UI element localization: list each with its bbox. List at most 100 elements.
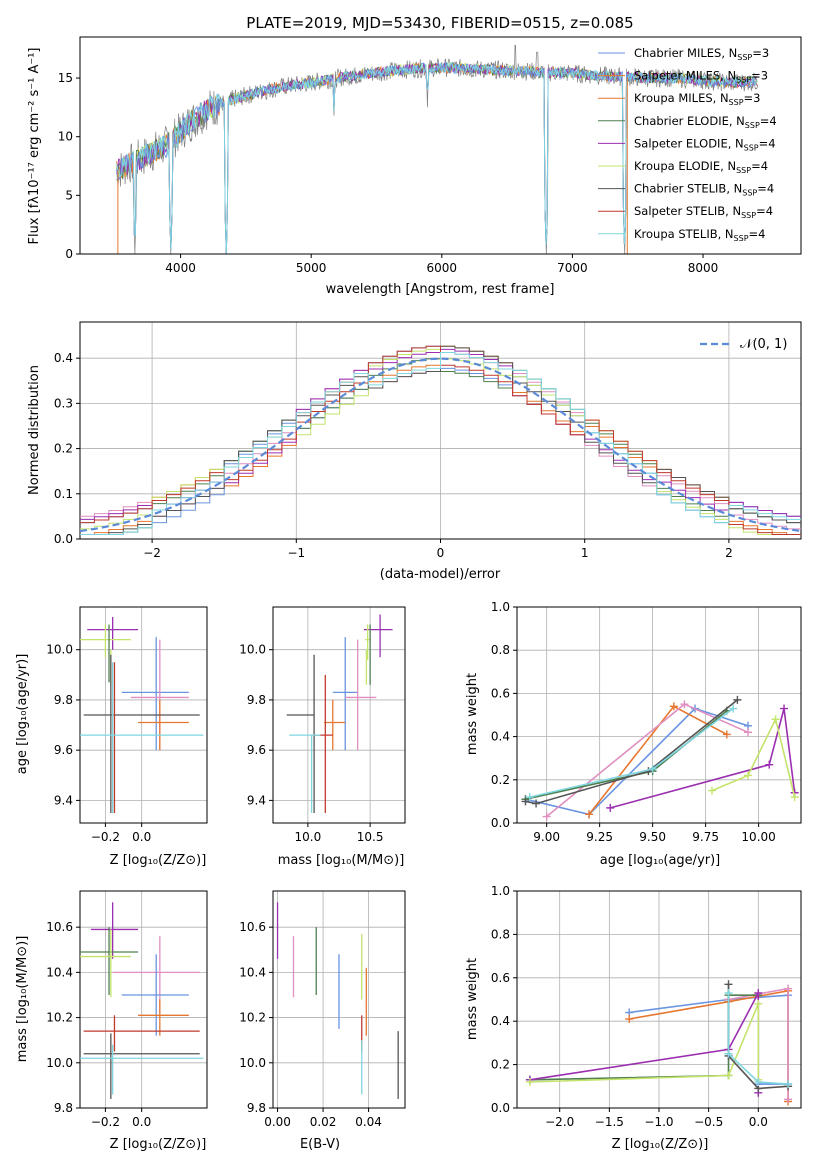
y-tick-label: 15 [58, 71, 73, 85]
massweight-vs-z-xlabel: Z [log₁₀(Z/Z⊙)] [612, 1137, 709, 1152]
x-tick-label: 10.00 [741, 830, 775, 844]
y-tick-label: 1.0 [491, 884, 510, 898]
legend-entry-label: Kroupa STELIB, NSSP=4 [634, 227, 765, 243]
y-tick-label: 0.4 [491, 1014, 510, 1028]
x-tick-label: 5000 [296, 261, 327, 275]
y-tick-label: 0.0 [491, 1101, 510, 1115]
x-tick-label: 10.0 [295, 830, 322, 844]
legend-subscript: SSP [742, 189, 757, 198]
y-tick-label: 0.4 [491, 730, 510, 744]
series-line [529, 994, 759, 1081]
spectrum-panel: wavelength [Angstrom, rest frame] Flux [… [27, 36, 802, 297]
y-tick-label: 9.8 [247, 693, 266, 707]
y-tick-label: 10.0 [46, 1056, 73, 1070]
plot-frame [272, 606, 406, 824]
age-vs-z-ylabel: age [log₁₀(age/yr)] [15, 654, 30, 775]
age-vs-mass-xlabel: mass [log₁₀(M/M⊙)] [278, 853, 405, 868]
legend-entry-label: Salpeter STELIB, NSSP=4 [634, 204, 773, 220]
errorbar-group [276, 902, 399, 1099]
spectrum-lines [116, 44, 759, 254]
y-tick-label: 0.2 [491, 1058, 510, 1072]
x-tick-label: 9.25 [586, 830, 613, 844]
series-marker [707, 786, 716, 795]
y-tick-label: 9.6 [247, 743, 266, 757]
y-tick-label: 10.6 [46, 920, 73, 934]
series-line [525, 707, 749, 816]
y-tick-label: 0.8 [491, 643, 510, 657]
legend-suffix: =4 [760, 114, 777, 128]
series-marker [771, 715, 780, 724]
x-tick-label: −1.5 [595, 1115, 624, 1129]
normal-curve [79, 357, 802, 533]
legend-suffix: =3 [752, 46, 769, 60]
y-tick-label: 0.2 [491, 773, 510, 787]
errorbar-group [80, 902, 204, 1099]
x-tick-label: −0.5 [694, 1115, 723, 1129]
age-vs-z-panel: Z [log₁₀(Z/Z⊙)] age [log₁₀(age/yr)] −0.2… [15, 606, 208, 868]
residuals-ylabel: Normed distribution [27, 365, 42, 495]
y-tick-label: 0.4 [54, 351, 73, 365]
legend-entry-label: Chabrier STELIB, NSSP=4 [634, 182, 774, 198]
series-marker [521, 797, 530, 806]
series-marker [669, 702, 678, 711]
plot-frame [272, 890, 406, 1109]
series-marker [585, 810, 594, 819]
series-line [525, 710, 728, 800]
legend-subscript: SSP [745, 121, 760, 130]
legend-subscript: SSP [744, 143, 759, 152]
legend-entry-label: Chabrier ELODIE, NSSP=4 [634, 114, 777, 130]
x-tick-label: −2 [143, 546, 161, 560]
series-line [588, 705, 728, 815]
y-tick-label: 0.0 [54, 532, 73, 546]
y-tick-label: 0.0 [491, 816, 510, 830]
y-tick-label: 9.4 [247, 793, 266, 807]
y-tick-label: 10.6 [239, 920, 266, 934]
y-tick-label: 1.0 [491, 600, 510, 614]
x-tick-label: 2 [725, 546, 733, 560]
x-tick-label: 9.00 [533, 830, 560, 844]
series-marker [625, 1015, 634, 1024]
y-tick-label: 9.8 [54, 1101, 73, 1115]
series-marker [733, 695, 742, 704]
y-tick-label: 5 [65, 188, 73, 202]
y-tick-label: 10.2 [239, 1011, 266, 1025]
x-tick-label: 0.0 [749, 1115, 768, 1129]
series-marker [744, 771, 753, 780]
residuals-legend-label: 𝒩(0, 1) [740, 337, 787, 352]
y-tick-label: 0.1 [54, 487, 73, 501]
legend-suffix: =3 [744, 91, 761, 105]
series-marker [525, 793, 534, 802]
series-marker [765, 760, 774, 769]
series-marker [784, 1080, 793, 1089]
spectrum-xlabel: wavelength [Angstrom, rest frame] [326, 282, 555, 297]
series-group [525, 980, 793, 1106]
series-marker [754, 1077, 763, 1086]
legend-subscript: SSP [729, 98, 744, 107]
series-line [610, 708, 796, 809]
series-marker [754, 999, 763, 1008]
y-tick-label: 0.8 [491, 927, 510, 941]
legend-suffix: =4 [757, 182, 774, 196]
series-line [525, 699, 738, 805]
age-vs-z-xlabel: Z [log₁₀(Z/Z⊙)] [110, 853, 207, 868]
spectrum-ylabel: Flux [fλ10⁻¹⁷ erg cm⁻² s⁻¹ A⁻¹] [27, 48, 42, 245]
y-tick-label: 10.0 [46, 643, 73, 657]
series-marker [724, 980, 733, 989]
x-tick-label: 1 [581, 546, 589, 560]
mass-vs-ebv-panel: E(B-V) 0.00 0.02 0.04 9.8 10.0 10.2 10.4 10.6 [239, 890, 406, 1152]
massweight-vs-z-panel: Z [log₁₀(Z/Z⊙)] mass weight −2.0 −1.5 −1.0… [465, 884, 802, 1152]
legend-subscript: SSP [736, 76, 751, 85]
y-tick-label: 0 [65, 247, 73, 261]
y-tick-label: 9.4 [54, 793, 73, 807]
series-marker [784, 1095, 793, 1104]
x-tick-label: −1.0 [644, 1115, 673, 1129]
plot-frame [79, 606, 208, 824]
mass-vs-z-ylabel: mass [log₁₀(M/M⊙)] [15, 936, 30, 1063]
series-group [521, 695, 799, 821]
x-tick-label: 0 [437, 546, 445, 560]
plot-frame [79, 890, 208, 1109]
series-marker [780, 704, 789, 713]
residuals-xlabel: (data-model)/error [380, 567, 501, 582]
series-marker [532, 799, 541, 808]
